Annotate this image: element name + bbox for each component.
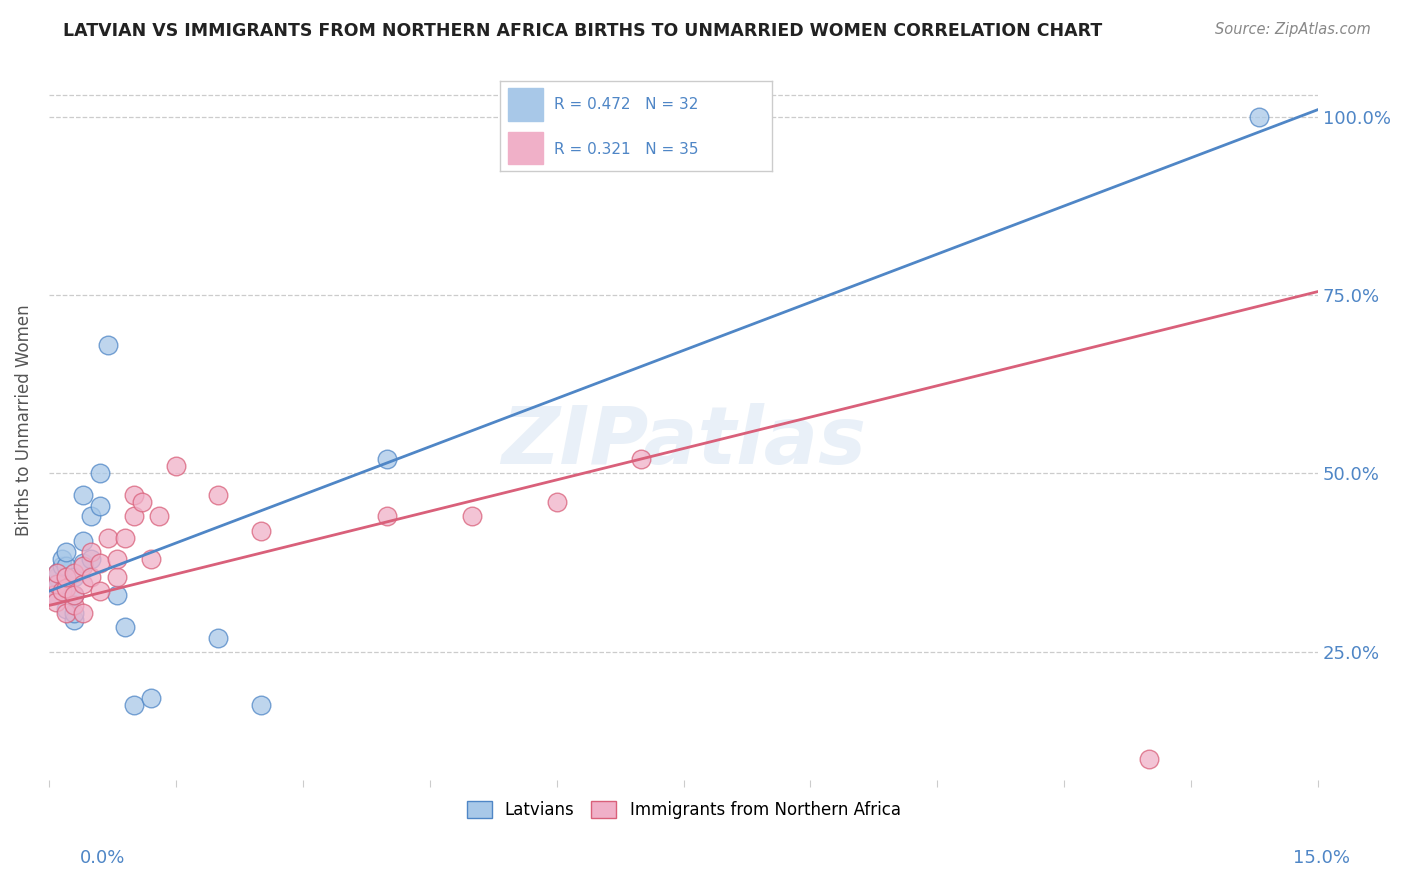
Point bbox=[80, 545, 103, 559]
Point bbox=[55, 602, 77, 616]
Point bbox=[89, 467, 111, 481]
Point bbox=[46, 577, 69, 591]
Point bbox=[55, 570, 77, 584]
Point bbox=[377, 509, 399, 524]
Point bbox=[45, 588, 67, 602]
Point bbox=[105, 570, 128, 584]
Point bbox=[55, 581, 77, 595]
Text: ZIPatlas: ZIPatlas bbox=[501, 402, 866, 481]
Point bbox=[148, 509, 170, 524]
Text: LATVIAN VS IMMIGRANTS FROM NORTHERN AFRICA BIRTHS TO UNMARRIED WOMEN CORRELATION: LATVIAN VS IMMIGRANTS FROM NORTHERN AFRI… bbox=[63, 22, 1102, 40]
Point bbox=[105, 588, 128, 602]
Point bbox=[122, 698, 145, 713]
Point bbox=[63, 566, 86, 581]
Text: 0.0%: 0.0% bbox=[80, 849, 125, 867]
Point bbox=[46, 566, 69, 581]
Point bbox=[72, 534, 94, 549]
Point bbox=[546, 495, 568, 509]
Point bbox=[207, 631, 229, 645]
Point bbox=[105, 552, 128, 566]
Point bbox=[207, 488, 229, 502]
Point bbox=[97, 338, 120, 352]
Text: Source: ZipAtlas.com: Source: ZipAtlas.com bbox=[1215, 22, 1371, 37]
Point bbox=[80, 552, 103, 566]
Point bbox=[249, 524, 271, 538]
Legend: Latvians, Immigrants from Northern Africa: Latvians, Immigrants from Northern Afric… bbox=[460, 795, 907, 826]
Point bbox=[630, 452, 652, 467]
Point bbox=[249, 698, 271, 713]
Point bbox=[122, 488, 145, 502]
Point bbox=[89, 556, 111, 570]
Point bbox=[1137, 752, 1160, 766]
Point bbox=[42, 584, 65, 599]
Point bbox=[63, 606, 86, 620]
Point bbox=[377, 452, 399, 467]
Point bbox=[461, 509, 484, 524]
Point bbox=[80, 570, 103, 584]
Point bbox=[51, 559, 73, 574]
Point bbox=[55, 606, 77, 620]
Point bbox=[80, 509, 103, 524]
Point bbox=[42, 577, 65, 591]
Point bbox=[46, 577, 69, 591]
Point bbox=[72, 577, 94, 591]
Point bbox=[55, 545, 77, 559]
Point bbox=[42, 588, 65, 602]
Point bbox=[1247, 110, 1270, 124]
Point bbox=[63, 588, 86, 602]
Point bbox=[46, 566, 69, 581]
Point bbox=[63, 570, 86, 584]
Point bbox=[72, 606, 94, 620]
Point bbox=[131, 495, 153, 509]
Point bbox=[72, 488, 94, 502]
Point bbox=[55, 559, 77, 574]
Point bbox=[55, 577, 77, 591]
Point bbox=[114, 531, 136, 545]
Point bbox=[72, 556, 94, 570]
Text: 15.0%: 15.0% bbox=[1294, 849, 1350, 867]
Point bbox=[63, 613, 86, 627]
Point bbox=[97, 531, 120, 545]
Point bbox=[46, 570, 69, 584]
Point bbox=[63, 599, 86, 613]
Y-axis label: Births to Unmarried Women: Births to Unmarried Women bbox=[15, 304, 32, 536]
Point bbox=[114, 620, 136, 634]
Point bbox=[51, 584, 73, 599]
Point bbox=[122, 509, 145, 524]
Point bbox=[89, 584, 111, 599]
Point bbox=[72, 559, 94, 574]
Point bbox=[45, 595, 67, 609]
Point bbox=[165, 459, 187, 474]
Point bbox=[51, 552, 73, 566]
Point bbox=[139, 691, 162, 706]
Point bbox=[139, 552, 162, 566]
Point bbox=[89, 499, 111, 513]
Point bbox=[63, 588, 86, 602]
